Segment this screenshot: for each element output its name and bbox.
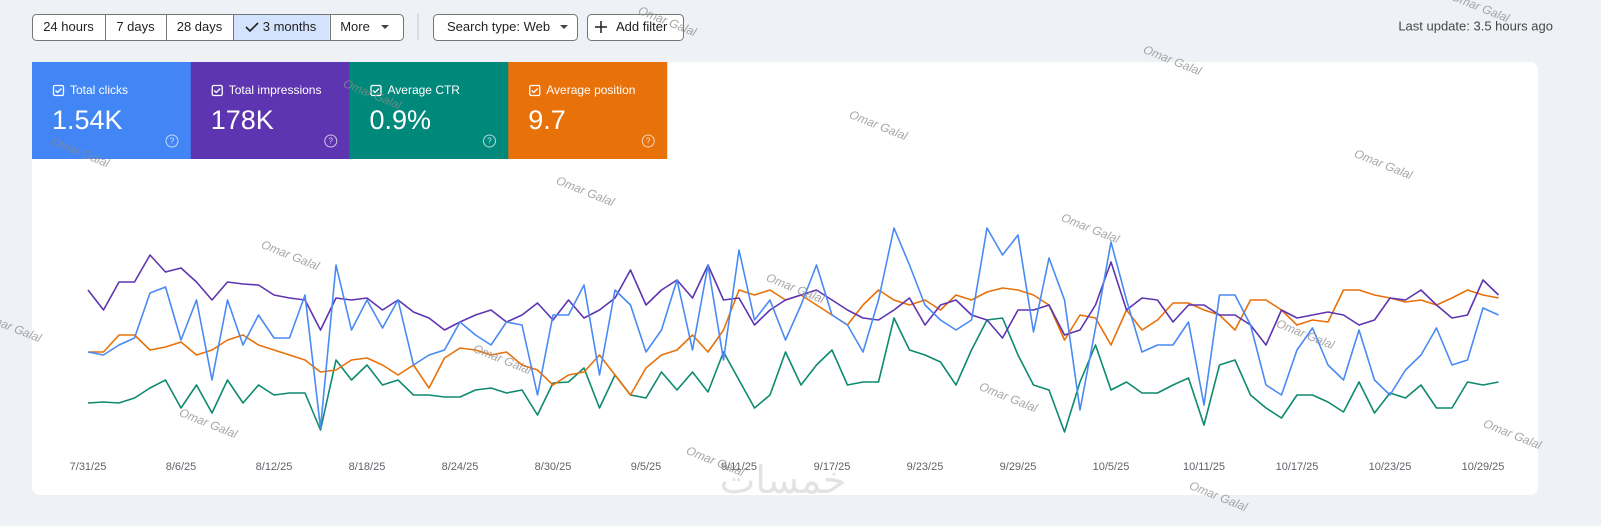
plus-icon [595,21,607,33]
x-tick-label: 9/5/25 [631,461,662,473]
selected-bg [233,15,330,40]
date-range-button[interactable]: 24 hours [43,19,94,34]
card [32,62,1538,495]
dropdown-icon [560,25,568,29]
metric-tile[interactable]: Average position 9.7? [508,62,668,159]
metric-value: 1.54K [52,105,123,135]
x-tick-label: 8/6/25 [166,461,197,473]
help-q: ? [329,137,334,146]
x-tick-label: 9/29/25 [1000,461,1037,473]
tile-bg [190,62,350,159]
x-tick-label: 8/12/25 [256,461,293,473]
date-range-button[interactable]: 3 months [233,14,330,41]
help-q: ? [487,137,492,146]
help-q: ? [646,137,651,146]
metric-value: 0.9% [370,105,432,135]
metric-label: Total clicks [70,83,128,97]
series-line [87,254,1500,346]
date-range-button[interactable]: 7 days [105,14,156,41]
help-icon [324,134,338,148]
last-update: Last update: 3.5 hours ago [1398,18,1553,33]
search-type-button[interactable]: Search type: Web [433,14,578,41]
x-tick-label: 7/31/25 [70,461,107,473]
metric-label: Average CTR [388,83,461,97]
button-bg [433,14,578,41]
x-tick-label: 10/11/25 [1183,461,1225,473]
metric-value: 178K [211,105,274,135]
metric-tile[interactable]: Average CTR 0.9%? [349,62,509,159]
button-bg [587,14,684,41]
x-tick-label: 10/17/25 [1276,461,1319,473]
tile-bg [32,62,191,159]
search-type-label: Search type: Web [447,19,550,34]
help-icon [165,134,179,148]
metric-label: Total impressions [229,83,322,97]
date-range-label: 7 days [116,19,155,34]
add-filter-label: Add filter [616,19,668,34]
help-q: ? [170,137,175,146]
tile-bg [349,62,509,159]
x-tick-label: 9/17/25 [814,461,851,473]
date-range-label: 28 days [177,19,223,34]
metric-tile[interactable]: Total impressions 178K? [190,62,350,159]
check-mark [372,88,380,94]
date-range-label: More [340,19,370,34]
date-range-label: 3 months [263,19,317,34]
x-tick-label: 8/18/25 [349,461,386,473]
x-tick-label: 10/23/25 [1369,461,1412,473]
checkbox [211,84,223,97]
check-mark [213,88,221,94]
help-icon [641,134,655,148]
checkbox [529,84,541,97]
metric-tile[interactable]: Total clicks 1.54K? [32,62,191,159]
series-line [87,317,1499,433]
checkbox [52,84,65,97]
x-tick-label: 9/11/25 [721,461,757,473]
dropdown-icon [381,25,389,29]
check-mark [55,88,62,94]
x-tick-label: 8/30/25 [535,461,572,473]
x-tick-label: 10/5/25 [1093,461,1130,473]
date-range-button[interactable]: 28 days [166,14,223,41]
date-range-label: 24 hours [43,19,94,34]
checkbox [370,84,382,97]
check-icon [245,22,259,33]
add-filter-button[interactable]: Add filter [587,14,684,41]
x-tick-label: 8/24/25 [442,461,479,473]
logo: خمسات [720,460,847,502]
metric-label: Average position [546,83,635,97]
x-tick-label: 10/29/25 [1462,461,1505,473]
x-tick-label: 9/23/25 [907,461,944,473]
metric-value: 9.7 [528,105,566,135]
tile-bg [508,62,668,159]
help-icon [483,134,496,148]
check-mark [531,88,539,94]
date-range-button[interactable]: More [330,14,390,41]
series-line [87,227,1499,429]
